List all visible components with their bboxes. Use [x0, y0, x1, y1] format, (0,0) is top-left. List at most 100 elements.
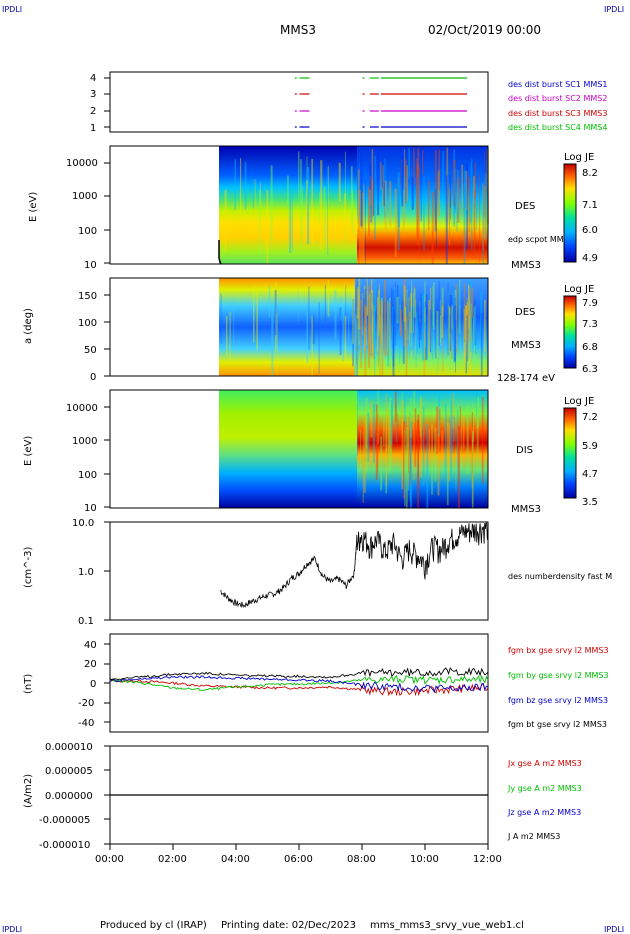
dis-streaks-streak: [431, 424, 433, 495]
current-ytick-1: 0.000010: [45, 742, 93, 753]
burst-ytick-1: 1: [90, 123, 96, 134]
dis-streaks-streak: [476, 391, 478, 418]
desE-streaks-streak: [381, 157, 383, 188]
des-pitch-label-des: DES: [515, 307, 535, 318]
dis-energy-ytick-100: 100: [78, 470, 97, 481]
desE-streaks-streak: [298, 151, 300, 201]
desE-streaks-streak: [323, 186, 326, 241]
pa-streaks-streak: [455, 284, 458, 353]
pa-streaks-streak: [384, 307, 386, 347]
des-spacecraft-potential-line: [218, 240, 222, 265]
dis-streaks-streak: [365, 433, 367, 463]
desE-streaks-streak: [384, 158, 386, 217]
dis-streaks-streak: [417, 419, 419, 508]
pa-streaks-streak: [426, 314, 428, 358]
pa-streaks-streak: [374, 280, 375, 347]
pa-streaks-streak: [440, 315, 442, 346]
pa-streaks-streak: [468, 285, 470, 352]
dis-streaks-streak: [457, 409, 459, 476]
pa-streaks-streak: [449, 307, 451, 339]
des-energy-ytick-100: 100: [78, 226, 97, 237]
pa-streaks-streak: [423, 313, 426, 376]
des-pitch-ytick-0: 0: [90, 372, 96, 383]
figure-title: MMS3: [280, 23, 316, 37]
desE-streaks-streak: [442, 150, 445, 191]
pa-streaks-streak: [418, 306, 420, 348]
dis-streaks-streak: [476, 397, 479, 428]
desE-streaks-streak: [239, 158, 242, 226]
desE-streaks-streak: [406, 165, 408, 202]
desE-streaks-streak: [445, 175, 448, 264]
dis-streaks-streak: [385, 414, 388, 494]
pa-streaks-streak: [318, 301, 320, 374]
desE-streaks-streak: [416, 158, 418, 240]
pa-streaks-streak: [415, 312, 417, 368]
pa-streaks-streak: [377, 291, 379, 367]
pa-streaks-streak: [473, 316, 474, 343]
pa-streaks-streak: [364, 304, 367, 376]
pa-streaks-streak: [436, 311, 439, 374]
pa-streaks-streak: [438, 281, 440, 347]
pa-streaks-streak: [466, 302, 468, 356]
desE-streaks-streak: [369, 160, 372, 190]
dis-streaks-streak: [362, 431, 364, 504]
desE-streaks-streak: [449, 183, 450, 240]
pa-streaks-streak: [441, 306, 444, 338]
pa-streaks-streak: [459, 279, 461, 334]
pa-streaks-streak: [368, 293, 371, 325]
pa-streaks-streak: [430, 287, 432, 350]
desE-streaks-streak: [359, 163, 360, 218]
desE-streaks-streak: [482, 183, 484, 251]
des-pitch-cb-title: Log JE: [564, 284, 594, 295]
pa-streaks-streak: [449, 295, 452, 334]
pa-streaks-streak: [399, 309, 402, 337]
desE-streaks-streak: [449, 175, 451, 209]
pa-streaks-streak: [339, 307, 342, 355]
pa-streaks-streak: [439, 300, 441, 343]
desE-streaks-streak: [423, 176, 425, 251]
desE-streaks-streak: [466, 163, 468, 250]
desE-streaks-streak: [351, 190, 354, 235]
pa-streaks-streak: [395, 282, 396, 346]
pa-streaks-streak: [381, 306, 383, 355]
des-energy-ylabel: E (eV): [28, 192, 39, 222]
dis-streaks-streak: [437, 407, 440, 496]
desE-streaks-streak: [453, 159, 456, 206]
pa-streaks-streak: [380, 315, 382, 362]
pa-streaks-streak: [402, 301, 405, 364]
dis-streaks-streak: [404, 397, 406, 426]
pa-streaks-streak: [463, 283, 466, 339]
pa-streaks-streak: [453, 289, 456, 363]
desE-streaks-streak: [482, 181, 484, 264]
dis-streaks-streak: [405, 427, 408, 508]
fgm-panel: (nT) 40 20 0 -20 -40 fgm bx gse srvy l2 …: [23, 633, 609, 733]
pa-streaks-streak: [371, 290, 374, 367]
desE-streaks-streak: [470, 162, 472, 224]
dis-energy-late: [357, 390, 488, 508]
current-ytick-4: -0.000005: [39, 815, 90, 826]
pa-streaks-streak: [391, 288, 393, 314]
desE-streaks-streak: [456, 183, 458, 232]
desE-streaks-streak: [435, 160, 437, 247]
desE-streaks-streak: [449, 188, 450, 246]
pa-streaks-streak: [411, 289, 413, 360]
desE-streaks-streak: [449, 189, 452, 220]
current-ytick-3: 0.000000: [45, 791, 93, 802]
pa-streaks-streak: [468, 315, 471, 376]
dis-energy-cb-tick-2: 5.9: [582, 441, 598, 452]
pa-streaks-streak: [424, 295, 426, 323]
dis-streaks-streak: [452, 393, 455, 429]
pa-streaks-streak: [413, 288, 416, 318]
time-label-5: 10:00: [410, 854, 439, 865]
desE-streaks-streak: [306, 156, 308, 185]
pa-streaks-streak: [406, 289, 408, 340]
desE-streaks-streak: [292, 182, 294, 252]
pa-streaks-streak: [365, 306, 366, 327]
pa-streaks-streak: [415, 299, 417, 355]
dis-streaks-streak: [414, 408, 417, 467]
dis-streaks-streak: [452, 415, 454, 454]
pa-streaks-streak: [404, 306, 406, 331]
desE-streaks-streak: [371, 149, 374, 227]
desE-streaks-streak: [382, 165, 384, 207]
